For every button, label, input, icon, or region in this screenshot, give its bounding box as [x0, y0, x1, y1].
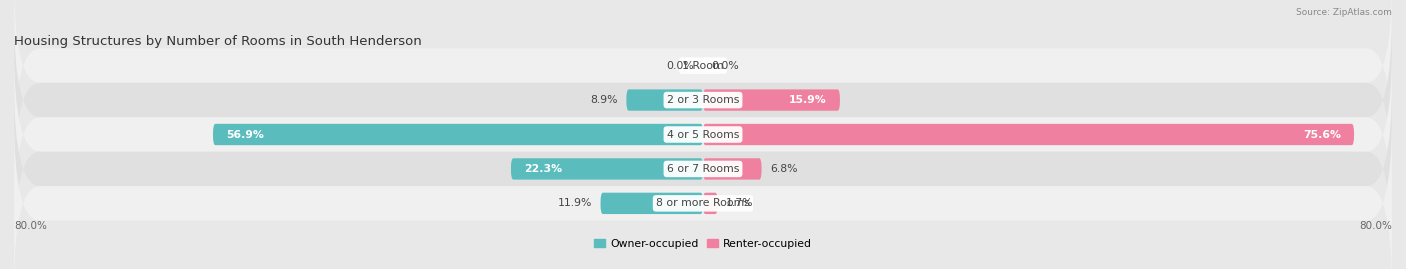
Text: 80.0%: 80.0% — [1360, 221, 1392, 231]
FancyBboxPatch shape — [14, 0, 1392, 152]
Text: 0.0%: 0.0% — [666, 61, 695, 71]
Text: 75.6%: 75.6% — [1303, 129, 1341, 140]
FancyBboxPatch shape — [14, 117, 1392, 269]
Text: 6.8%: 6.8% — [770, 164, 797, 174]
Legend: Owner-occupied, Renter-occupied: Owner-occupied, Renter-occupied — [589, 234, 817, 253]
FancyBboxPatch shape — [703, 89, 839, 111]
Text: Housing Structures by Number of Rooms in South Henderson: Housing Structures by Number of Rooms in… — [14, 36, 422, 48]
Text: 8.9%: 8.9% — [591, 95, 617, 105]
FancyBboxPatch shape — [14, 83, 1392, 255]
FancyBboxPatch shape — [14, 48, 1392, 221]
FancyBboxPatch shape — [510, 158, 703, 180]
Text: Source: ZipAtlas.com: Source: ZipAtlas.com — [1296, 8, 1392, 17]
Text: 4 or 5 Rooms: 4 or 5 Rooms — [666, 129, 740, 140]
Text: 11.9%: 11.9% — [558, 198, 592, 208]
Text: 1 Room: 1 Room — [682, 61, 724, 71]
Text: 80.0%: 80.0% — [14, 221, 46, 231]
FancyBboxPatch shape — [626, 89, 703, 111]
Text: 2 or 3 Rooms: 2 or 3 Rooms — [666, 95, 740, 105]
FancyBboxPatch shape — [14, 14, 1392, 186]
Text: 1.7%: 1.7% — [727, 198, 754, 208]
Text: 8 or more Rooms: 8 or more Rooms — [657, 198, 749, 208]
Text: 15.9%: 15.9% — [789, 95, 827, 105]
Text: 56.9%: 56.9% — [226, 129, 264, 140]
FancyBboxPatch shape — [212, 124, 703, 145]
Text: 22.3%: 22.3% — [524, 164, 562, 174]
Text: 6 or 7 Rooms: 6 or 7 Rooms — [666, 164, 740, 174]
FancyBboxPatch shape — [703, 158, 762, 180]
FancyBboxPatch shape — [703, 124, 1354, 145]
FancyBboxPatch shape — [600, 193, 703, 214]
FancyBboxPatch shape — [703, 193, 717, 214]
Text: 0.0%: 0.0% — [711, 61, 740, 71]
